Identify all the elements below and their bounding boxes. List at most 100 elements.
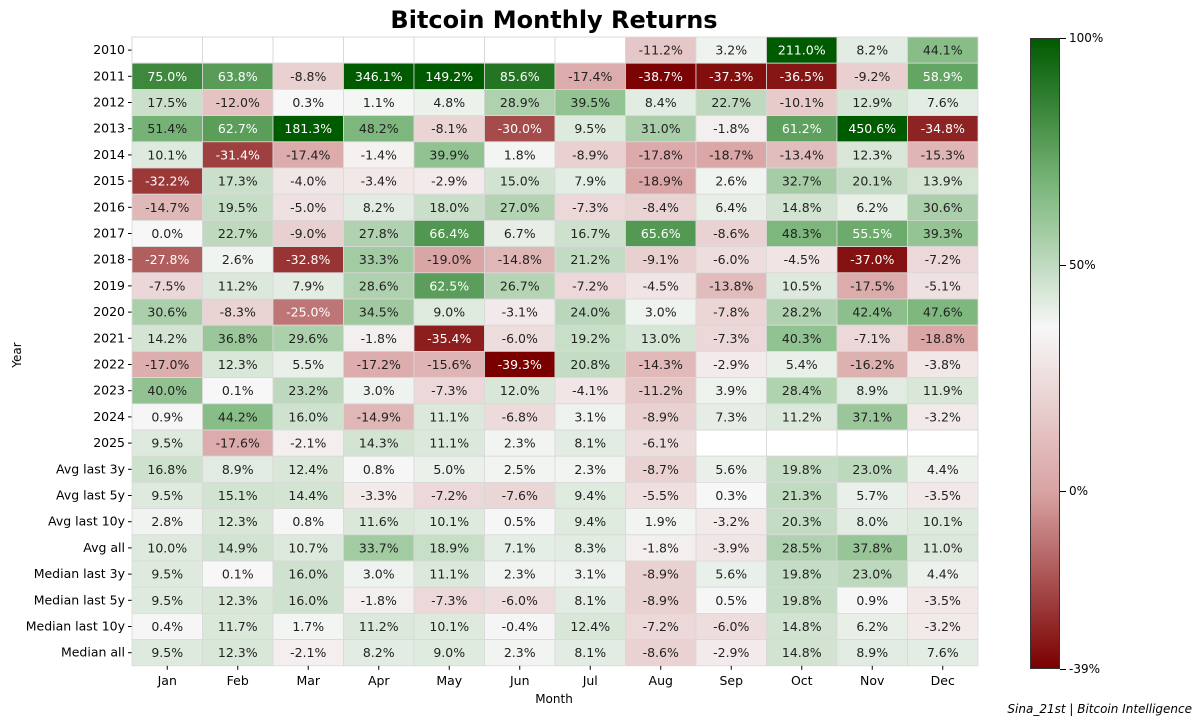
cell-value-label: 3.1% <box>574 567 606 582</box>
cell-value-label: -5.5% <box>643 488 679 503</box>
cell-value-label: 9.4% <box>574 514 606 529</box>
cell-value-label: -7.3% <box>713 331 749 346</box>
cell-value-label: -16.2% <box>850 357 894 372</box>
cell-value-label: -7.3% <box>431 383 467 398</box>
heatmap-cell <box>484 324 556 352</box>
cell-value-label: -14.7% <box>145 200 189 215</box>
heatmap-cell <box>202 613 274 641</box>
heatmap-cell <box>625 141 697 169</box>
column-label: Oct <box>791 673 813 688</box>
heatmap-cell <box>272 141 344 169</box>
heatmap-cell <box>484 613 556 641</box>
colorbar-tick-label: 100% <box>1069 31 1104 45</box>
heatmap-cell <box>625 560 697 588</box>
heatmap-cell <box>766 219 838 247</box>
cell-value-label: -36.5% <box>780 69 824 84</box>
heatmap-cell <box>836 350 908 378</box>
cell-value-label: -3.2% <box>925 619 961 634</box>
cell-value-label: -3.9% <box>713 540 749 555</box>
heatmap-cell <box>343 586 415 614</box>
heatmap-cell <box>907 534 979 562</box>
cell-value-label: -14.9% <box>357 409 401 424</box>
heatmap-cell <box>907 272 979 300</box>
heatmap-cell <box>907 167 979 195</box>
heatmap-cell <box>766 350 838 378</box>
heatmap-cell <box>131 298 203 326</box>
heatmap-cell <box>484 246 556 274</box>
cell-value-label: 11.1% <box>429 436 469 451</box>
cell-value-label: 181.3% <box>284 121 332 136</box>
y-axis-label-text: Year <box>10 342 24 368</box>
column-label: Apr <box>368 673 390 688</box>
cell-value-label: 9.5% <box>151 567 183 582</box>
cell-value-label: 23.0% <box>852 567 892 582</box>
row-label: 2017 <box>93 226 125 241</box>
row-label: 2014 <box>93 147 125 162</box>
heatmap-cell <box>836 219 908 247</box>
cell-value-label: -25.0% <box>286 305 330 320</box>
cell-value-label: 32.7% <box>782 174 822 189</box>
heatmap-cell <box>766 508 838 536</box>
heatmap-cell <box>625 508 697 536</box>
cell-value-label: -1.8% <box>713 121 749 136</box>
colorbar-tick-label: -39% <box>1069 662 1101 676</box>
cell-value-label: 450.6% <box>848 121 896 136</box>
colorbar-tick-label: 50% <box>1069 257 1096 272</box>
heatmap-cell <box>695 534 767 562</box>
heatmap-cell <box>625 298 697 326</box>
cell-value-label: 0.5% <box>715 593 747 608</box>
heatmap-cell <box>413 167 485 195</box>
heatmap-cell <box>554 141 626 169</box>
cell-value-label: 9.0% <box>433 305 465 320</box>
heatmap-cell <box>343 272 415 300</box>
cell-value-label: 19.8% <box>782 593 822 608</box>
cell-value-label: -8.3% <box>220 305 256 320</box>
cell-value-label: 12.9% <box>852 95 892 110</box>
cell-value-label: -12.0% <box>216 95 260 110</box>
cell-value-label: 5.7% <box>856 488 888 503</box>
heatmap-cell <box>272 429 344 457</box>
cell-value-label: -11.2% <box>639 43 683 58</box>
heatmap-cell <box>202 36 274 64</box>
cell-value-label: 10.5% <box>782 278 822 293</box>
cell-value-label: 0.1% <box>222 567 254 582</box>
heatmap-cell <box>131 89 203 117</box>
cell-value-label: -7.5% <box>149 278 185 293</box>
cell-value-label: -15.3% <box>921 147 965 162</box>
cell-value-label: -8.9% <box>643 593 679 608</box>
heatmap-cell <box>625 586 697 614</box>
cell-value-label: 28.2% <box>782 305 822 320</box>
row-label: 2019 <box>93 278 125 293</box>
heatmap-cell <box>484 350 556 378</box>
heatmap-cell <box>131 193 203 221</box>
heatmap-cell <box>625 36 697 64</box>
cell-value-label: 39.5% <box>570 95 610 110</box>
heatmap-cell <box>484 534 556 562</box>
column-label: Jun <box>509 673 530 688</box>
cell-value-label: 5.5% <box>292 357 324 372</box>
heatmap-cell <box>484 560 556 588</box>
heatmap-cell <box>836 639 908 667</box>
heatmap-cell <box>836 508 908 536</box>
heatmap-cell <box>484 639 556 667</box>
cell-value-label: 0.9% <box>856 593 888 608</box>
heatmap-cell <box>625 403 697 431</box>
cell-value-label: -17.6% <box>216 436 260 451</box>
heatmap-cell <box>907 586 979 614</box>
heatmap-cell <box>836 193 908 221</box>
heatmap-cell <box>554 324 626 352</box>
heatmap-cell <box>836 272 908 300</box>
cell-value-label: 30.6% <box>147 305 187 320</box>
cell-value-label: 16.0% <box>288 409 328 424</box>
cell-value-label: 18.9% <box>429 540 469 555</box>
cell-value-label: -37.0% <box>850 252 894 267</box>
cell-value-label: 12.0% <box>500 383 540 398</box>
cell-value-label: 211.0% <box>778 43 826 58</box>
heatmap-cell <box>484 219 556 247</box>
cell-value-label: 14.9% <box>218 540 258 555</box>
heatmap-cell <box>907 219 979 247</box>
row-label: 2022 <box>93 357 125 372</box>
heatmap-cell <box>836 167 908 195</box>
cell-value-label: -2.1% <box>290 645 326 660</box>
cell-value-label: 9.5% <box>151 645 183 660</box>
